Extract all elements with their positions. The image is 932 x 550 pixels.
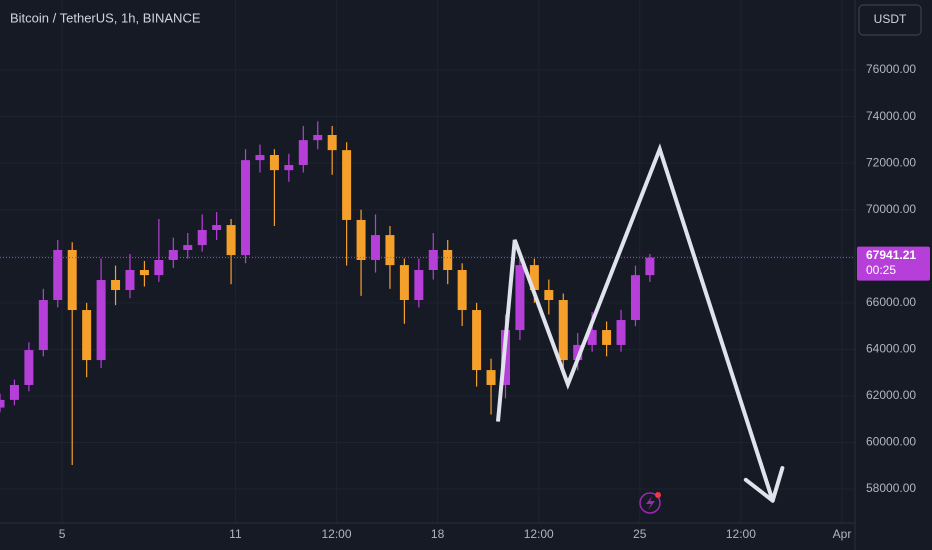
arrow-head	[743, 477, 775, 503]
arrow-head	[770, 466, 785, 503]
lightning-icon[interactable]	[639, 492, 661, 514]
y-tick-label: 76000.00	[866, 62, 916, 76]
candle-body	[529, 265, 539, 291]
candle-body	[139, 269, 149, 276]
candle-body	[602, 330, 612, 345]
x-tick-label: 5	[59, 527, 66, 541]
candle-body	[558, 300, 568, 361]
candle-body	[356, 219, 366, 260]
candle-body	[645, 257, 655, 276]
countdown-label: 00:25	[866, 263, 896, 277]
candle-body	[298, 140, 308, 166]
candle-body	[212, 225, 222, 230]
candle-body	[269, 155, 279, 171]
chart-title: Bitcoin / TetherUS, 1h, BINANCE	[10, 10, 201, 25]
x-tick-label: 12:00	[321, 527, 351, 541]
candle-body	[428, 249, 438, 270]
x-tick-label: Apr	[833, 527, 852, 541]
x-tick-label: 18	[431, 527, 445, 541]
candle-body	[457, 269, 467, 311]
y-tick-label: 64000.00	[866, 342, 916, 356]
zigzag-drawing	[495, 143, 775, 502]
x-tick-label: 11	[229, 527, 242, 541]
candle-body	[587, 330, 597, 345]
x-tick-label: 12:00	[524, 527, 554, 541]
last-price-label: 67941.21	[866, 248, 916, 262]
candle-body	[53, 249, 63, 301]
y-tick-label: 72000.00	[866, 155, 916, 169]
candle-body	[67, 249, 77, 311]
y-tick-label: 62000.00	[866, 388, 916, 402]
candle-body	[255, 155, 265, 161]
x-tick-label: 25	[633, 527, 647, 541]
candle-body	[183, 245, 193, 250]
candle-body	[154, 259, 164, 276]
candle-body	[125, 269, 135, 291]
y-tick-label: 74000.00	[866, 109, 916, 123]
last-price-box	[857, 246, 930, 281]
candle-body	[197, 229, 207, 246]
candle-body	[573, 344, 583, 361]
candle-body	[241, 160, 251, 256]
candle-body	[414, 269, 424, 301]
candle-body	[486, 370, 496, 385]
candle-body	[24, 350, 34, 385]
candle-body	[385, 235, 395, 266]
candle-body	[284, 165, 294, 171]
candle-body	[515, 265, 525, 331]
candle-body	[630, 275, 640, 321]
candle-body	[544, 290, 554, 301]
candle-body	[342, 150, 352, 220]
currency-button[interactable]	[858, 4, 922, 36]
y-tick-label: 70000.00	[866, 202, 916, 216]
candle-body	[0, 399, 5, 408]
candle-body	[371, 235, 381, 260]
candle-body	[96, 280, 106, 361]
candle-body	[313, 134, 323, 141]
x-tick-label: 12:00	[726, 527, 756, 541]
candle-body	[443, 249, 453, 270]
candle-body	[168, 249, 178, 260]
candle-body	[111, 280, 121, 291]
candle-body	[38, 300, 48, 351]
candle-body	[399, 265, 409, 301]
candle-body	[616, 320, 626, 345]
y-tick-label: 58000.00	[866, 481, 916, 495]
candle-body	[327, 134, 337, 151]
y-tick-label: 60000.00	[866, 435, 916, 449]
candle-body	[9, 384, 19, 400]
y-tick-label: 66000.00	[866, 295, 916, 309]
currency-label: USDT	[874, 12, 907, 26]
candle-body	[226, 225, 236, 256]
candle-body	[472, 310, 482, 371]
candle-body	[82, 310, 92, 361]
